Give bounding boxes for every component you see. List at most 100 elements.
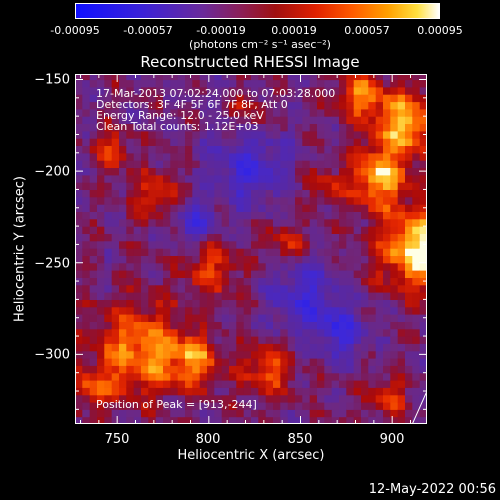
heatmap-cell [309, 86, 318, 95]
heatmap-cell [141, 196, 149, 205]
heatmap-cell [405, 358, 413, 366]
heatmap-cell [89, 74, 98, 81]
heatmap-cell [339, 365, 347, 374]
heatmap-cell [177, 380, 186, 388]
heatmap-cell [126, 211, 135, 220]
heatmap-cell [309, 277, 318, 286]
heatmap-cell [390, 255, 399, 264]
heatmap-cell [324, 270, 333, 278]
heatmap-cell [97, 79, 105, 88]
heatmap-cell [126, 218, 135, 227]
heatmap-cell [258, 123, 267, 132]
heatmap-cell [119, 409, 127, 418]
heatmap-cell [236, 174, 245, 183]
heatmap-cell [331, 248, 340, 256]
heatmap-cell [214, 255, 223, 264]
heatmap-cell [273, 394, 281, 403]
heatmap-cell [317, 299, 325, 308]
heatmap-cell [97, 402, 105, 410]
heatmap-cell [155, 255, 164, 264]
heatmap-cell [346, 145, 355, 154]
heatmap-cell [368, 343, 377, 352]
heatmap-cell [412, 350, 421, 359]
heatmap-cell [331, 196, 340, 205]
heatmap-cell [97, 211, 105, 220]
heatmap-cell [126, 123, 135, 132]
heatmap-cell [295, 365, 303, 374]
heatmap-cell [221, 402, 230, 410]
heatmap-cell [207, 262, 215, 271]
heatmap-cell [236, 365, 245, 374]
heatmap-cell [339, 196, 347, 205]
heatmap-cell [243, 196, 252, 205]
heatmap-cell [265, 314, 274, 322]
heatmap-cell [346, 299, 355, 308]
heatmap-cell [163, 101, 171, 110]
heatmap-cell [229, 196, 237, 205]
heatmap-cell [185, 402, 193, 410]
heatmap-cell [236, 306, 245, 315]
heatmap-cell [287, 358, 296, 366]
heatmap-cell [309, 284, 318, 293]
heatmap-cell [89, 380, 98, 388]
heatmap-cell [170, 74, 179, 81]
heatmap-cell [133, 204, 142, 212]
heatmap-cell [119, 233, 127, 242]
heatmap-cell [353, 123, 362, 132]
heatmap-cell [229, 299, 237, 308]
heatmap-cell [207, 270, 215, 278]
heatmap-cell [280, 108, 289, 117]
heatmap-cell [419, 409, 427, 418]
heatmap-cell [375, 306, 384, 315]
heatmap-cell [287, 138, 296, 146]
heatmap-cell [346, 233, 355, 242]
heatmap-cell [331, 343, 340, 352]
heatmap-cell [185, 306, 193, 315]
heatmap-cell [295, 240, 303, 249]
heatmap-cell [236, 211, 245, 220]
heatmap-cell [368, 174, 377, 183]
heatmap-cell [375, 314, 384, 322]
x-tick-label: 900 [379, 432, 405, 447]
heatmap-cell [133, 233, 142, 242]
heatmap-cell [346, 350, 355, 359]
heatmap-cell [104, 182, 113, 190]
heatmap-cell [119, 416, 127, 424]
heatmap-cell [126, 130, 135, 139]
heatmap-cell [221, 358, 230, 366]
heatmap-cell [199, 101, 208, 110]
heatmap-cell [251, 365, 259, 374]
heatmap-cell [419, 255, 427, 264]
heatmap-cell [390, 416, 399, 424]
heatmap-cell [126, 86, 135, 95]
heatmap-cell [375, 130, 384, 139]
heatmap-cell [89, 328, 98, 337]
heatmap-cell [273, 108, 281, 117]
heatmap-cell [133, 284, 142, 293]
heatmap-cell [82, 108, 91, 117]
heatmap-cell [251, 94, 259, 103]
heatmap-cell [251, 328, 259, 337]
heatmap-cell [148, 167, 157, 176]
heatmap-cell [339, 358, 347, 366]
heatmap-cell [199, 262, 208, 271]
heatmap-cell [405, 116, 413, 124]
heatmap-cell [75, 402, 83, 410]
heatmap-cell [383, 86, 391, 95]
heatmap-cell [170, 402, 179, 410]
heatmap-cell [141, 101, 149, 110]
heatmap-cell [141, 365, 149, 374]
heatmap-cell [89, 189, 98, 198]
heatmap-cell [221, 270, 230, 278]
heatmap-cell [390, 380, 399, 388]
heatmap-cell [309, 182, 318, 190]
heatmap-cell [236, 167, 245, 176]
heatmap-cell [287, 240, 296, 249]
heatmap-cell [265, 416, 274, 424]
heatmap-cell [324, 152, 333, 161]
heatmap-cell [383, 226, 391, 234]
y-axis-label: Heliocentric Y (arcsec) [12, 176, 28, 322]
heatmap-cell [243, 101, 252, 110]
heatmap-cell [148, 248, 157, 256]
heatmap-cell [309, 387, 318, 396]
